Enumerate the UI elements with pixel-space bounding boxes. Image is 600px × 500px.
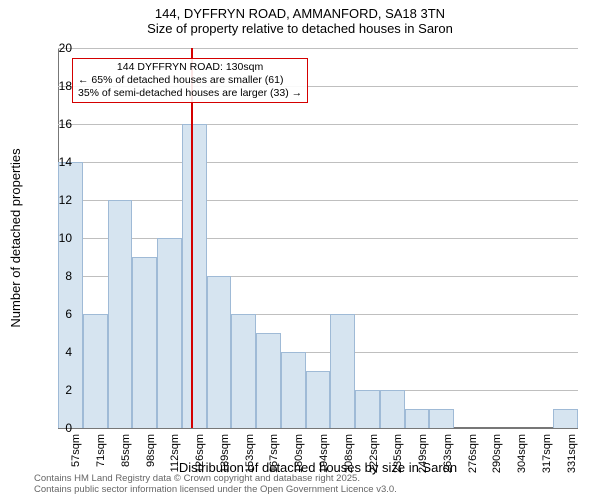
histogram-bar <box>330 314 355 428</box>
histogram-bar <box>553 409 578 428</box>
histogram-bar <box>281 352 306 428</box>
y-tick-label: 18 <box>48 79 72 93</box>
y-tick-label: 8 <box>48 269 72 283</box>
histogram-bar <box>231 314 256 428</box>
y-tick-label: 10 <box>48 231 72 245</box>
annotation-line: 35% of semi-detached houses are larger (… <box>78 87 302 100</box>
title-block: 144, DYFFRYN ROAD, AMMANFORD, SA18 3TN S… <box>0 0 600 36</box>
x-tick-label: 167sqm <box>268 434 280 474</box>
gridline-h <box>58 124 578 125</box>
gridline-h <box>58 162 578 163</box>
histogram-bar <box>83 314 108 428</box>
x-tick-label: 85sqm <box>120 434 132 474</box>
x-tick-label: 276sqm <box>467 434 479 474</box>
x-tick-label: 194sqm <box>318 434 330 474</box>
gridline-h <box>58 428 578 429</box>
x-tick-label: 71sqm <box>95 434 107 474</box>
y-tick-label: 0 <box>48 421 72 435</box>
histogram-bar <box>182 124 207 428</box>
histogram-bar <box>380 390 405 428</box>
y-tick-label: 20 <box>48 41 72 55</box>
histogram-bar <box>355 390 380 428</box>
x-tick-label: 98sqm <box>145 434 157 474</box>
y-axis-label: Number of detached properties <box>8 148 23 327</box>
y-tick-label: 14 <box>48 155 72 169</box>
marker-line <box>191 48 193 428</box>
x-tick-label: 57sqm <box>70 434 82 474</box>
histogram-bar <box>207 276 232 428</box>
histogram-bar <box>429 409 454 428</box>
gridline-h <box>58 238 578 239</box>
plot-area: 144 DYFFRYN ROAD: 130sqm← 65% of detache… <box>58 48 578 428</box>
attribution: Contains HM Land Registry data © Crown c… <box>34 474 397 496</box>
title-line-1: 144, DYFFRYN ROAD, AMMANFORD, SA18 3TN <box>0 6 600 21</box>
histogram-bar <box>132 257 157 428</box>
y-tick-label: 12 <box>48 193 72 207</box>
chart-container: 144, DYFFRYN ROAD, AMMANFORD, SA18 3TN S… <box>0 0 600 500</box>
x-tick-label: 304sqm <box>516 434 528 474</box>
histogram-bar <box>108 200 133 428</box>
y-tick-label: 2 <box>48 383 72 397</box>
gridline-h <box>58 200 578 201</box>
x-tick-label: 235sqm <box>392 434 404 474</box>
title-line-2: Size of property relative to detached ho… <box>0 21 600 36</box>
x-tick-label: 112sqm <box>169 434 181 474</box>
annotation-line: 144 DYFFRYN ROAD: 130sqm <box>78 61 302 74</box>
x-tick-label: 180sqm <box>293 434 305 474</box>
x-tick-label: 317sqm <box>541 434 553 474</box>
y-tick-label: 4 <box>48 345 72 359</box>
histogram-bar <box>405 409 430 428</box>
annotation-line: ← 65% of detached houses are smaller (61… <box>78 74 302 87</box>
histogram-bar <box>256 333 281 428</box>
histogram-bar <box>306 371 331 428</box>
y-tick-label: 16 <box>48 117 72 131</box>
x-tick-label: 153sqm <box>244 434 256 474</box>
x-tick-label: 222sqm <box>368 434 380 474</box>
attribution-line-2: Contains public sector information licen… <box>34 485 397 496</box>
x-tick-label: 126sqm <box>194 434 206 474</box>
x-tick-label: 208sqm <box>343 434 355 474</box>
x-tick-label: 139sqm <box>219 434 231 474</box>
histogram-bar <box>157 238 182 428</box>
y-tick-label: 6 <box>48 307 72 321</box>
annotation-box: 144 DYFFRYN ROAD: 130sqm← 65% of detache… <box>72 58 308 103</box>
x-tick-label: 290sqm <box>491 434 503 474</box>
gridline-h <box>58 48 578 49</box>
x-tick-label: 331sqm <box>566 434 578 474</box>
x-tick-label: 263sqm <box>442 434 454 474</box>
x-tick-label: 249sqm <box>417 434 429 474</box>
